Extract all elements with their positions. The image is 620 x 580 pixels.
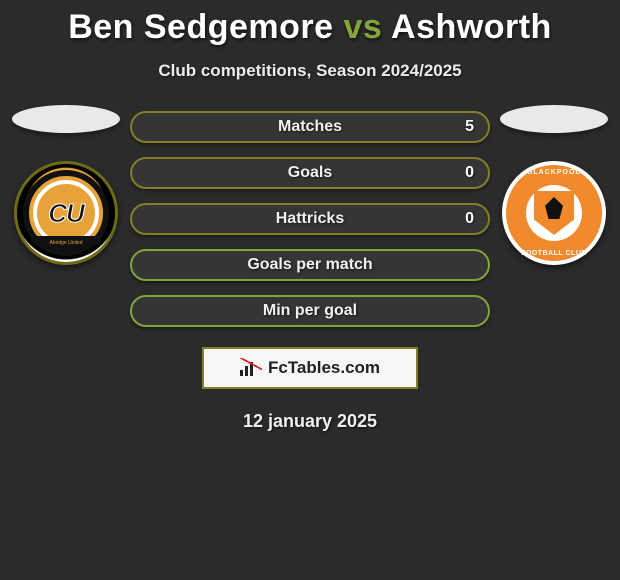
attribution-box: FcTables.com (202, 347, 418, 389)
right-badge-bottom-text: FOOTBALL CLUB (506, 250, 602, 257)
stat-label: Hattricks (132, 210, 488, 228)
date-label: 12 january 2025 (0, 411, 620, 432)
right-badge-top-text: BLACKPOOL (506, 169, 602, 176)
stat-row: Matches5 (130, 111, 490, 143)
player2-name: Ashworth (391, 8, 552, 46)
subtitle: Club competitions, Season 2024/2025 (0, 61, 620, 81)
vs-word: vs (344, 8, 383, 46)
left-club-badge: CU Abridge United (14, 161, 118, 265)
main-row: CU Abridge United Matches5Goals0Hattrick… (0, 111, 620, 327)
stat-row: Min per goal (130, 295, 490, 327)
stat-value-right: 5 (465, 118, 474, 136)
stat-row: Goals0 (130, 157, 490, 189)
stat-value-right: 0 (465, 210, 474, 228)
player2-placeholder-oval (500, 105, 608, 133)
attribution-text: FcTables.com (268, 358, 380, 378)
right-badge-inner (526, 185, 582, 241)
page-title: Ben Sedgemore vs Ashworth (0, 8, 620, 47)
stat-label: Goals (132, 164, 488, 182)
right-club-badge: BLACKPOOL FOOTBALL CLUB (502, 161, 606, 265)
right-side: BLACKPOOL FOOTBALL CLUB (494, 111, 614, 265)
stat-label: Matches (132, 118, 488, 136)
stats-list: Matches5Goals0Hattricks0Goals per matchM… (126, 111, 494, 327)
stat-label: Min per goal (132, 302, 488, 320)
player1-placeholder-oval (12, 105, 120, 133)
left-badge-initials: CU (48, 198, 84, 229)
chart-icon (240, 360, 262, 376)
stat-value-right: 0 (465, 164, 474, 182)
left-side: CU Abridge United (6, 111, 126, 265)
player1-name: Ben Sedgemore (68, 8, 333, 46)
stat-label: Goals per match (132, 256, 488, 274)
stat-row: Goals per match (130, 249, 490, 281)
comparison-card: Ben Sedgemore vs Ashworth Club competiti… (0, 0, 620, 432)
right-badge-shield (534, 191, 574, 235)
stat-row: Hattricks0 (130, 203, 490, 235)
